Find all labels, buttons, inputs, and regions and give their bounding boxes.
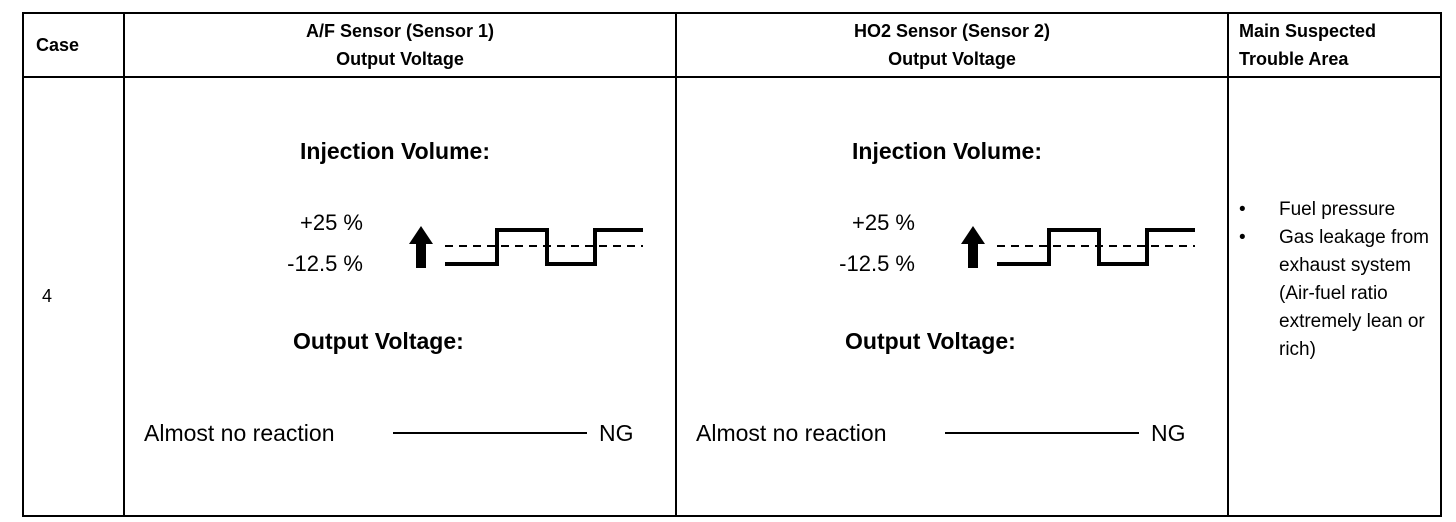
ho2-high-pct: +25 % <box>852 210 915 235</box>
af-injection-waveform <box>409 226 643 268</box>
trouble-area-item-text: Gas leakage from exhaust system (Air-fue… <box>1279 227 1429 360</box>
trouble-area-cell: • Fuel pressure • Gas leakage from exhau… <box>1227 76 1442 517</box>
header-af-sensor: A/F Sensor (Sensor 1) Output Voltage <box>123 12 677 78</box>
trouble-area-item-text: Fuel pressure <box>1279 199 1396 220</box>
af-sensor-cell: Injection Volume: +25 % -12.5 % Output V… <box>123 76 677 517</box>
header-af-sensor-line1: A/F Sensor (Sensor 1) <box>305 21 495 41</box>
af-flat-line <box>393 432 587 434</box>
bullet-icon: • <box>1239 199 1246 220</box>
ho2-square-wave <box>997 228 1195 266</box>
trouble-area-list: • Fuel pressure • Gas leakage from exhau… <box>1229 196 1440 364</box>
af-high-pct: +25 % <box>300 210 363 235</box>
af-low-pct: -12.5 % <box>287 251 363 276</box>
af-up-arrow-icon <box>409 226 433 268</box>
ho2-flat-line <box>945 432 1139 434</box>
ho2-output-label: Output Voltage: <box>845 328 1016 354</box>
ho2-injection-label: Injection Volume: <box>852 138 1042 164</box>
header-trouble-area: Main Suspected Trouble Area <box>1227 12 1442 78</box>
ho2-result: NG <box>1151 420 1186 446</box>
header-trouble-area-line1: Main Suspected <box>1239 21 1377 41</box>
case-number: 4 <box>22 76 125 517</box>
ho2-reaction-text: Almost no reaction <box>696 420 887 446</box>
trouble-area-item: • Fuel pressure <box>1239 196 1440 224</box>
case-row: 4 Injection Volume: +25 % -12.5 % Output… <box>22 76 1442 517</box>
header-af-sensor-line2: Output Voltage <box>336 49 464 69</box>
header-trouble-area-line2: Trouble Area <box>1239 49 1349 69</box>
header-row: Case A/F Sensor (Sensor 1) Output Voltag… <box>22 12 1442 78</box>
ho2-sensor-cell: Injection Volume: +25 % -12.5 % Output V… <box>675 76 1229 517</box>
trouble-area-item: • Gas leakage from exhaust system (Air-f… <box>1239 224 1440 364</box>
ho2-up-arrow-icon <box>961 226 985 268</box>
af-square-wave <box>445 228 643 266</box>
af-output-label: Output Voltage: <box>293 328 464 354</box>
header-ho2-sensor-line2: Output Voltage <box>888 49 1016 69</box>
bullet-icon: • <box>1239 227 1246 248</box>
af-result: NG <box>599 420 634 446</box>
diagnostic-table: Case A/F Sensor (Sensor 1) Output Voltag… <box>22 12 1442 517</box>
ho2-low-pct: -12.5 % <box>839 251 915 276</box>
header-ho2-sensor: HO2 Sensor (Sensor 2) Output Voltage <box>675 12 1229 78</box>
af-reaction-text: Almost no reaction <box>144 420 335 446</box>
header-case: Case <box>22 12 125 78</box>
af-injection-label: Injection Volume: <box>300 138 490 164</box>
header-ho2-sensor-line1: HO2 Sensor (Sensor 2) <box>853 21 1051 41</box>
ho2-injection-waveform <box>961 226 1195 268</box>
